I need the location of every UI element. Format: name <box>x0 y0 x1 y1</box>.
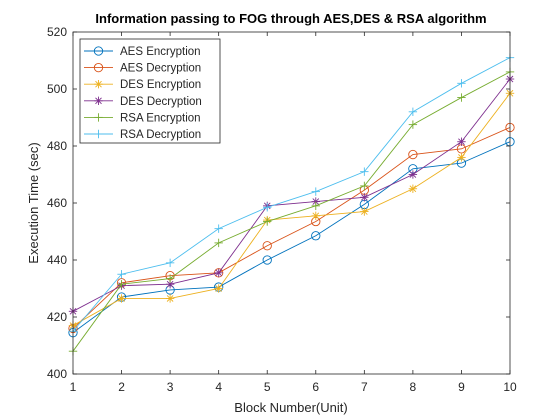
data-point-des-decryption <box>360 193 369 202</box>
x-tick-label: 9 <box>458 380 465 394</box>
data-point-des-encryption <box>360 207 369 216</box>
data-point-aes-decryption <box>262 241 272 251</box>
series-line-des-decryption <box>72 78 511 312</box>
y-tick-label: 400 <box>47 367 67 381</box>
legend-entry-rsa-decryption: RSA Decryption <box>84 129 201 141</box>
x-tick-label: 7 <box>361 380 368 394</box>
y-tick-label: 460 <box>47 196 67 210</box>
series-rsa-decryption <box>68 53 515 336</box>
data-point-des-encryption <box>117 294 126 303</box>
data-point-rsa-decryption <box>457 79 466 88</box>
y-tick-label: 480 <box>47 139 67 153</box>
data-point-des-encryption <box>311 211 320 221</box>
x-tick-label: 5 <box>264 380 271 394</box>
data-point-rsa-decryption <box>165 258 175 268</box>
legend-label-rsa-encryption: RSA Encryption <box>120 112 201 124</box>
series-line-des-encryption <box>72 93 511 326</box>
legend-marker-des-decryption <box>94 96 103 105</box>
data-point-des-decryption <box>457 137 466 146</box>
series-des-encryption <box>68 89 515 330</box>
series-line-rsa-encryption <box>72 71 511 352</box>
x-tick-label: 1 <box>70 380 77 394</box>
data-point-des-encryption <box>165 294 175 303</box>
data-point-rsa-decryption <box>117 270 126 279</box>
legend-entry-aes-encryption: AES Encryption <box>84 46 201 58</box>
legend-marker-aes-encryption <box>93 46 104 56</box>
legend-marker-aes-decryption <box>93 62 104 73</box>
data-point-aes-encryption <box>311 231 321 241</box>
chart-title: Information passing to FOG through AES,D… <box>95 11 486 26</box>
y-tick-label: 420 <box>47 310 67 324</box>
data-point-rsa-decryption <box>408 107 418 116</box>
x-tick-label: 6 <box>312 380 319 394</box>
y-tick-label: 520 <box>47 25 67 39</box>
legend-marker-des-encryption <box>94 80 103 89</box>
data-point-rsa-encryption <box>311 201 320 211</box>
data-point-rsa-encryption <box>457 93 466 102</box>
data-point-rsa-encryption <box>360 181 369 191</box>
data-point-rsa-decryption <box>360 167 369 176</box>
data-point-des-decryption <box>408 170 418 179</box>
y-tick-label: 440 <box>47 253 67 267</box>
series-line-aes-decryption <box>72 127 511 329</box>
data-point-rsa-encryption <box>165 274 175 283</box>
legend-entry-des-encryption: DES Encryption <box>84 79 201 91</box>
data-point-des-encryption <box>214 284 223 293</box>
legend-label-aes-decryption: AES Decryption <box>120 63 201 75</box>
legend: AES Encryption AES Decryption DES Encrypti… <box>79 38 221 144</box>
legend-entry-des-decryption: DES Decryption <box>84 96 202 108</box>
series-line-aes-encryption <box>72 141 511 334</box>
x-tick-label: 10 <box>503 380 517 394</box>
x-tick-label: 3 <box>167 380 174 394</box>
x-tick-label: 8 <box>410 380 417 394</box>
legend-marker-rsa-encryption <box>94 113 103 122</box>
legend-entry-aes-decryption: AES Decryption <box>84 63 201 75</box>
data-point-aes-decryption <box>408 149 418 160</box>
data-point-rsa-encryption <box>263 217 272 226</box>
legend-marker-rsa-decryption <box>94 129 103 139</box>
data-point-rsa-decryption <box>263 203 272 212</box>
data-point-aes-encryption <box>262 255 272 265</box>
data-point-rsa-decryption <box>311 187 320 196</box>
legend-entry-rsa-encryption: RSA Encryption <box>84 112 201 124</box>
y-tick-label: 500 <box>47 82 67 96</box>
series-line-rsa-decryption <box>72 57 511 332</box>
x-tick-label: 4 <box>215 380 222 394</box>
legend-label-des-decryption: DES Decryption <box>120 96 202 108</box>
legend-label-des-encryption: DES Encryption <box>120 79 201 91</box>
data-point-des-encryption <box>408 184 418 193</box>
tick-layer: 1 2 3 4 5 6 7 8 9 10 400 420 440 460 480 500 520 <box>47 25 517 394</box>
x-axis-label: Block Number(Unit) <box>234 400 347 415</box>
legend-box <box>79 38 221 144</box>
legend-label-rsa-decryption: RSA Decryption <box>120 129 201 141</box>
data-point-rsa-encryption <box>408 120 418 129</box>
x-tick-label: 2 <box>118 380 125 394</box>
y-axis-label: Execution Time (sec) <box>26 142 41 263</box>
data-point-rsa-encryption <box>214 238 223 248</box>
legend-label-aes-encryption: AES Encryption <box>120 46 201 58</box>
data-point-rsa-encryption <box>117 280 126 289</box>
data-point-des-encryption <box>457 153 466 162</box>
data-point-des-decryption <box>214 268 223 278</box>
data-point-rsa-decryption <box>214 224 223 233</box>
